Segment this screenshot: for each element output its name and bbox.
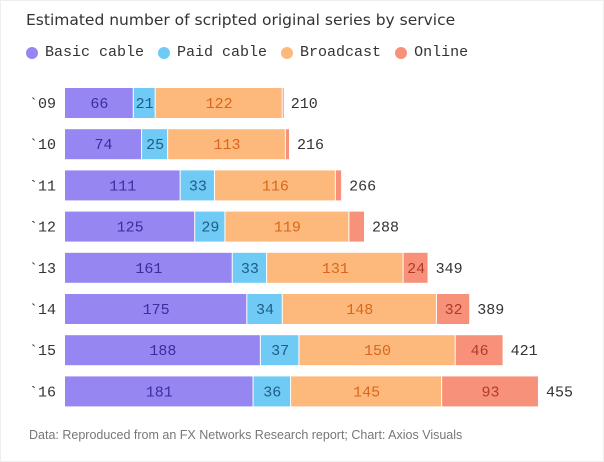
data-label: 37 <box>271 343 289 360</box>
total-label: 266 <box>349 178 376 195</box>
bar-segment <box>142 129 168 160</box>
data-label: 175 <box>143 302 170 319</box>
total-label: 389 <box>477 302 504 319</box>
bar-segment <box>282 88 284 118</box>
bar-segment <box>455 335 503 366</box>
category-label: `12 <box>29 220 56 237</box>
legend-item: Basic cable <box>26 44 144 61</box>
data-label: 131 <box>322 261 349 278</box>
bar-segment <box>442 376 538 407</box>
data-label: 181 <box>146 384 173 401</box>
bar-segment <box>436 294 470 324</box>
data-label: 93 <box>482 384 500 401</box>
data-label: 36 <box>263 384 281 401</box>
legend-label: Online <box>414 44 469 61</box>
data-label: 119 <box>274 220 301 237</box>
data-label: 113 <box>213 137 240 154</box>
bar-segment <box>155 88 282 118</box>
legend: Basic cable Paid cable Broadcast Online <box>26 44 468 61</box>
legend-dot-icon <box>26 46 38 59</box>
total-label: 288 <box>372 220 399 237</box>
category-label: `10 <box>29 137 56 154</box>
legend-dot-icon <box>158 46 171 59</box>
bar-segment <box>65 376 253 407</box>
bar-segment <box>335 170 342 201</box>
data-label: 150 <box>364 343 391 360</box>
bar-segment <box>285 129 290 160</box>
category-label: `15 <box>29 343 56 360</box>
data-label: 74 <box>95 137 113 154</box>
category-label: `09 <box>29 96 56 113</box>
legend-dot-icon <box>395 46 408 59</box>
bar-segment <box>133 88 155 118</box>
bar-segment <box>65 88 133 118</box>
category-label: `14 <box>29 302 56 319</box>
bar-segment <box>168 129 285 160</box>
data-label: 66 <box>90 96 108 113</box>
data-label: 116 <box>262 178 289 195</box>
legend-label: Basic cable <box>45 44 145 61</box>
total-label: 216 <box>297 137 324 154</box>
data-label: 33 <box>189 178 207 195</box>
category-label: `11 <box>29 178 56 195</box>
bar-segment <box>282 294 436 324</box>
data-label: 33 <box>241 261 259 278</box>
data-label: 161 <box>135 261 162 278</box>
bar-segment <box>267 252 403 283</box>
data-label: 24 <box>407 261 425 278</box>
legend-item: Online <box>395 44 468 61</box>
bar-segment <box>65 335 260 366</box>
bar-segment <box>247 294 282 324</box>
data-label: 25 <box>146 137 164 154</box>
bar-segment <box>232 252 267 283</box>
legend-dot-icon <box>281 46 294 59</box>
legend-label: Paid cable <box>177 44 268 61</box>
chart-title: Estimated number of scripted original se… <box>26 11 456 29</box>
data-label: 148 <box>346 302 373 319</box>
data-label: 32 <box>445 302 463 319</box>
category-label: `13 <box>29 261 56 278</box>
total-label: 349 <box>436 261 463 278</box>
bar-segment <box>65 211 195 242</box>
bar-segment <box>299 335 455 366</box>
data-label: 34 <box>256 302 274 319</box>
bar-segment <box>260 335 299 366</box>
bar-segment <box>195 211 225 242</box>
legend-item: Broadcast <box>281 44 381 61</box>
data-label: 111 <box>109 178 136 195</box>
legend-label: Broadcast <box>300 44 382 61</box>
data-label: 46 <box>471 343 489 360</box>
data-label: 125 <box>117 220 144 237</box>
bar-segment <box>65 252 232 283</box>
bar-segment <box>403 252 428 283</box>
bar-segment <box>65 129 142 160</box>
data-label: 145 <box>353 384 380 401</box>
legend-item: Paid cable <box>158 44 267 61</box>
data-label: 21 <box>136 96 154 113</box>
bar-segment <box>65 294 247 324</box>
bar-segment <box>180 170 215 201</box>
total-label: 455 <box>546 384 573 401</box>
bar-segment <box>65 170 180 201</box>
source-note: Data: Reproduced from an FX Networks Res… <box>29 428 463 442</box>
bar-segment <box>225 211 349 242</box>
category-label: `16 <box>29 384 56 401</box>
data-label: 122 <box>206 96 233 113</box>
bar-segment <box>349 211 365 242</box>
bar-segment <box>291 376 442 407</box>
data-label: 29 <box>201 220 219 237</box>
bar-segment <box>253 376 291 407</box>
total-label: 210 <box>291 96 318 113</box>
bar-segment <box>215 170 335 201</box>
data-label: 188 <box>149 343 176 360</box>
total-label: 421 <box>511 343 538 360</box>
